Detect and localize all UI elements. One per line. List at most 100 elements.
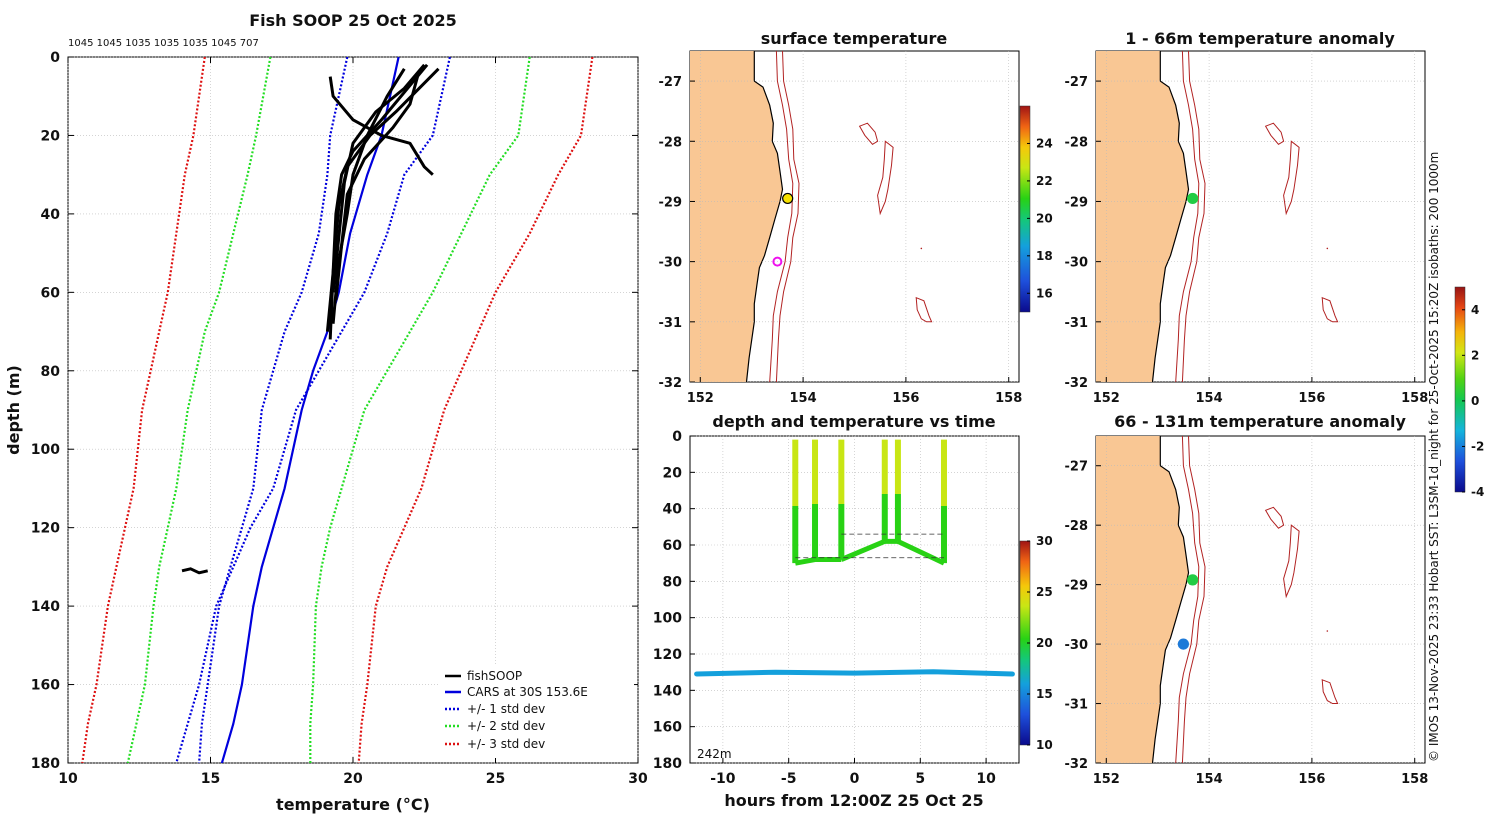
map-x-tick-label: 154 <box>1196 772 1223 787</box>
map-x-tick-label: 158 <box>995 391 1022 406</box>
ts-y-tick-label: 140 <box>653 683 682 699</box>
series-line-cars-0 <box>220 57 400 763</box>
y-tick-label: 140 <box>31 599 60 615</box>
map-y-tick-label: -30 <box>1065 638 1089 653</box>
seamount-isobath-1 <box>1283 524 1300 599</box>
series-line-fishsoop-10 <box>328 76 434 176</box>
ts-y-tick-label: 20 <box>663 465 683 481</box>
map-anom1-content <box>1096 51 1425 382</box>
seamount-isobath-1 <box>877 140 894 216</box>
map-y-tick-label: -32 <box>1065 376 1089 391</box>
map-y-tick-label: -30 <box>1065 256 1089 271</box>
profile-series <box>81 57 594 763</box>
ts-deep-trace <box>694 669 1015 677</box>
ts-x-tick-label: 10 <box>976 771 996 787</box>
figure-title: Fish SOOP 25 Oct 2025 <box>249 11 457 30</box>
y-tick-label: 80 <box>41 364 61 380</box>
map-anom1-title: 1 - 66m temperature anomaly <box>1125 29 1395 48</box>
colorbar-tick-label: 4 <box>1471 303 1479 317</box>
colorbar-tick-label: 20 <box>1036 211 1053 225</box>
map-x-tick-label: 152 <box>1093 772 1120 787</box>
map-x-tick-label: 152 <box>687 391 714 406</box>
series-line-fishsoop-13 <box>181 567 209 575</box>
coastline <box>1151 51 1190 382</box>
map-anom2-title: 66 - 131m temperature anomaly <box>1114 412 1406 431</box>
timeseries-axes <box>689 435 1020 764</box>
series-line-sd1-1 <box>175 57 451 763</box>
ts-y-tick-label: 80 <box>663 574 683 590</box>
surface-colorbar <box>1019 105 1031 313</box>
series-line-sd2-4 <box>126 57 272 763</box>
legend-label-fishsoop: fishSOOP <box>467 669 522 683</box>
timeseries-marks <box>694 439 1015 677</box>
map-y-tick-label: -30 <box>659 256 683 271</box>
y-tick-label: 100 <box>31 442 60 458</box>
profile-ylabel: depth (m) <box>4 365 23 455</box>
map-y-tick-label: -27 <box>659 75 683 90</box>
colorbar-tick-label: 0 <box>1471 394 1479 408</box>
y-tick-label: 20 <box>41 128 61 144</box>
isobath-1000m <box>1181 51 1206 382</box>
colorbar-tick-label: 25 <box>1036 585 1053 599</box>
map-marker-0 <box>782 192 794 205</box>
ts-y-tick-label: 0 <box>672 429 682 445</box>
coastline <box>745 51 784 382</box>
profile-panel: Fish SOOP 25 Oct 2025 1045 1045 1035 103… <box>4 11 648 814</box>
coastline <box>1151 436 1190 763</box>
timeseries-colorbar-ticks: 10 15 20 25 30 <box>1027 534 1053 752</box>
map-marker-0 <box>1187 192 1199 205</box>
colorbar-tick-label: 16 <box>1036 286 1053 300</box>
legend-label-sd1: +/- 1 std dev <box>467 702 545 716</box>
map-x-tick-label: 154 <box>1196 391 1223 406</box>
ts-y-tick-label: 60 <box>663 538 683 554</box>
map-y-tick-label: -29 <box>1065 579 1089 594</box>
colorbar-tick-label: 30 <box>1036 534 1053 548</box>
map-anom1-panel: 1 - 66m temperature anomaly 152 154 156 158… <box>1065 29 1429 406</box>
map-y-tick-label: -27 <box>1065 460 1089 475</box>
colorbar-tick-label: 10 <box>1036 738 1053 752</box>
colorbar-tick-label: 18 <box>1036 249 1053 263</box>
anomaly-colorbar <box>1454 286 1466 493</box>
drop-depths: 1045 1045 1035 1035 1035 1045 707 <box>68 38 259 49</box>
seamount-isobath-0 <box>1264 122 1285 145</box>
map-y-tick-label: -31 <box>1065 698 1089 713</box>
ts-x-tick-label: -5 <box>781 771 797 787</box>
map-y-tick-label: -29 <box>659 195 683 210</box>
ts-x-tick-label: 5 <box>915 771 925 787</box>
colorbar-tick-label: 22 <box>1036 174 1053 188</box>
map-y-tick-label: -32 <box>659 376 683 391</box>
x-tick-label: 25 <box>486 771 505 787</box>
credit-text: © IMOS 13-Nov-2025 23:33 Hobart SST: L3S… <box>1427 152 1441 762</box>
ts-y-tick-label: 160 <box>653 720 682 736</box>
seamount-isobath-2 <box>915 296 933 323</box>
y-tick-label: 60 <box>41 285 61 301</box>
map-x-tick-label: 156 <box>1298 391 1325 406</box>
map-y-tick-label: -27 <box>1065 75 1089 90</box>
seamount-isobath-2 <box>1321 296 1339 323</box>
x-tick-label: 30 <box>628 771 648 787</box>
ts-x-tick-label: -10 <box>710 771 736 787</box>
map-marker-0 <box>1187 574 1199 586</box>
land-mass <box>1096 51 1189 382</box>
map-y-tick-label: -31 <box>1065 316 1089 331</box>
map-marker-1 <box>1177 638 1189 650</box>
map-y-tick-label: -28 <box>659 135 683 150</box>
map-y-tick-label: -32 <box>1065 757 1089 772</box>
seamount-dot <box>1326 630 1329 632</box>
surface-colorbar-ticks: 16 18 20 22 24 <box>1027 136 1053 300</box>
isobath-1000m <box>1181 436 1206 763</box>
isobath-1000m <box>775 51 800 382</box>
timeseries-annotation: 242m <box>697 747 732 761</box>
map-marker-1 <box>772 256 783 267</box>
map-y-tick-label: -28 <box>1065 135 1089 150</box>
map-surface-content <box>690 51 1019 382</box>
colorbar-tick-label: 2 <box>1471 348 1479 362</box>
colorbar-tick-label: 15 <box>1036 687 1053 701</box>
y-tick-label: 160 <box>31 678 60 694</box>
seamount-isobath-1 <box>1283 140 1300 216</box>
map-anom2-content <box>1096 436 1425 763</box>
land-mass <box>690 51 783 382</box>
anomaly-colorbar-ticks: 4 2 0 -2 -4 <box>1462 303 1484 499</box>
colorbar-tick-label: -4 <box>1471 485 1484 499</box>
